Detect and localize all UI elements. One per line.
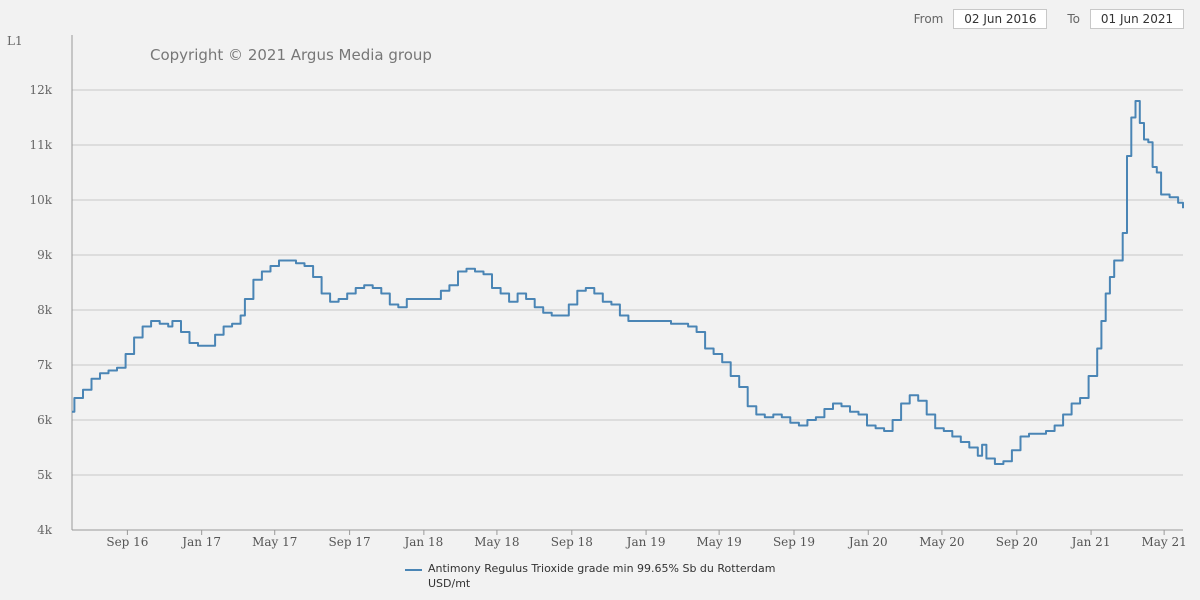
x-tick-label: Jan 18: [402, 535, 443, 549]
x-tick-label: Sep 16: [106, 535, 148, 549]
to-date-input[interactable]: 01 Jun 2021: [1090, 9, 1184, 29]
legend-unit: USD/mt: [428, 577, 471, 590]
from-date-input[interactable]: 02 Jun 2016: [953, 9, 1048, 29]
legend-swatch: [405, 568, 422, 571]
x-tick-label: Jan 21: [1070, 535, 1111, 549]
y-tick-label: 9k: [37, 248, 53, 262]
y-tick-label: 7k: [37, 358, 53, 372]
x-tick-label: May 20: [919, 535, 964, 549]
y-axis-label: L1: [7, 34, 23, 48]
y-tick-label: 12k: [29, 83, 52, 97]
y-tick-labels: 4k 5k 6k 7k 8k 9k 10k 11k 12k: [29, 83, 52, 537]
copyright-text: Copyright © 2021 Argus Media group: [150, 46, 432, 64]
x-tick-label: May 17: [252, 535, 297, 549]
x-tick-label: Jan 19: [625, 535, 666, 549]
x-tick-label: Jan 17: [180, 535, 221, 549]
from-label: From: [913, 12, 944, 26]
series-line: [72, 100, 1184, 465]
y-tick-label: 10k: [29, 193, 52, 207]
x-tick-label: Sep 17: [329, 535, 371, 549]
x-tick-labels: Sep 16 Jan 17 May 17 Sep 17 Jan 18 May 18 Sep …: [106, 535, 1186, 549]
x-tick-label: May 21: [1141, 535, 1186, 549]
price-chart: L1 Copyright © 2021 Argus Media group 4k…: [7, 34, 1187, 549]
y-tick-label: 8k: [37, 303, 53, 317]
grid-lines: [72, 89, 1183, 531]
to-label: To: [1067, 12, 1080, 26]
x-tick-label: May 19: [696, 535, 741, 549]
x-tick-label: Sep 19: [773, 535, 815, 549]
y-tick-label: 4k: [37, 523, 53, 537]
x-tick-label: Sep 18: [551, 535, 593, 549]
y-tick-label: 5k: [37, 468, 53, 482]
axes: [71, 35, 1183, 535]
series-lines: [72, 100, 1184, 465]
y-tick-label: 11k: [29, 138, 52, 152]
date-range-bar: From 02 Jun 2016 To 01 Jun 2021: [912, 9, 1184, 29]
y-tick-label: 6k: [37, 413, 53, 427]
x-tick-label: Jan 20: [847, 535, 888, 549]
x-tick-label: Sep 20: [996, 535, 1038, 549]
legend-series-name: Antimony Regulus Trioxide grade min 99.6…: [428, 562, 776, 575]
x-tick-label: May 18: [474, 535, 519, 549]
legend[interactable]: Antimony Regulus Trioxide grade min 99.6…: [405, 561, 775, 591]
